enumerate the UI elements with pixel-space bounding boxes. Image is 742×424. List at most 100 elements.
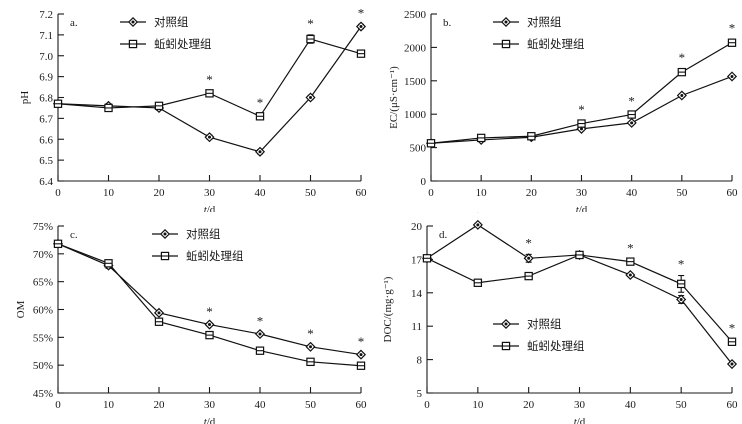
series-treatment — [53, 239, 366, 370]
x-tick-label: 30 — [576, 187, 588, 199]
chart-panel-d: 5 8 11 14 17 20 0 10 20 30 40 50 60 t/d DOC/(mg·g⁻¹) d.… — [371, 212, 742, 424]
x-axis-title: t/d — [576, 204, 588, 212]
y-tick-label: 2000 — [404, 42, 427, 54]
x-tick-label: 50 — [305, 187, 317, 199]
y-axis-title: DOC/(mg·g⁻¹) — [382, 276, 394, 342]
series-polyline — [426, 254, 733, 343]
legend-label: 蚯蚓处理组 — [527, 37, 585, 51]
data-point-marker-core — [527, 256, 531, 260]
y-tick-label: 500 — [410, 143, 427, 155]
legend-marker-core — [163, 232, 167, 236]
y-tick-label: 60% — [33, 305, 53, 317]
x-tick-label: 40 — [255, 187, 267, 199]
significance-asterisk: * — [358, 334, 365, 349]
data-point-marker-core — [580, 127, 583, 131]
data-point-marker-core — [476, 223, 480, 227]
data-point-marker-core — [730, 74, 734, 78]
y-tick-label: 65% — [33, 277, 53, 289]
legend-label: 蚯蚓处理组 — [154, 37, 212, 51]
y-tick-label: 5 — [417, 388, 423, 400]
y-tick-label: 2500 — [404, 9, 427, 21]
x-tick-label: 40 — [255, 399, 267, 411]
x-tick-label: 10 — [472, 399, 484, 411]
data-point-marker-core — [258, 332, 262, 336]
y-tick-label: 6.4 — [39, 176, 53, 188]
legend-label: 对照组 — [527, 15, 562, 29]
x-tick-label: 0 — [428, 187, 434, 199]
x-tick-label: 10 — [103, 187, 115, 199]
x-axis-title: t/d — [204, 204, 216, 212]
y-tick-label: 14 — [411, 288, 423, 300]
chart-panel-a: 6.4 6.5 6.6 6.7 6.8 6.9 7.0 7.1 7.2 0 10 20 30 40 50 60… — [0, 0, 371, 212]
y-tick-label: 8 — [417, 355, 423, 367]
legend-entry-control: 对照组 — [493, 15, 562, 29]
panel-label: b. — [443, 17, 452, 29]
x-tick-label: 20 — [154, 187, 166, 199]
y-tick-label: 6.7 — [39, 113, 53, 125]
y-tick-label: 1500 — [404, 76, 427, 88]
significance-asterisk: * — [628, 94, 635, 109]
chart-svg-c: 45% 50% 55% 60% 65% 70% 75% 0 10 20 30 40 50 60 t/d OM c… — [15, 221, 367, 424]
chart-svg-a: 6.4 6.5 6.6 6.7 6.8 6.9 7.0 7.1 7.2 0 10 20 30 40 50 60… — [19, 5, 367, 212]
x-axis-title: t/d — [574, 416, 586, 424]
x-tick-label: 60 — [727, 399, 739, 411]
x-tick-label: 50 — [305, 399, 317, 411]
x-tick-label: 30 — [574, 399, 586, 411]
y-tick-label: 6.9 — [39, 72, 53, 84]
significance-asterisk: * — [627, 240, 634, 255]
y-tick-label: 11 — [411, 321, 422, 333]
x-tick-label: 60 — [727, 187, 739, 199]
y-tick-label: 75% — [33, 221, 53, 233]
legend-entry-control: 对照组 — [120, 15, 189, 29]
data-point-marker-core — [258, 150, 262, 154]
legend-marker-core — [504, 322, 508, 326]
significance-asterisk: * — [358, 5, 365, 20]
y-axis-title: OM — [15, 300, 27, 318]
data-point-marker-core — [679, 297, 683, 301]
x-tick-label: 20 — [154, 399, 166, 411]
series-treatment — [422, 250, 737, 346]
significance-asterisk: * — [678, 257, 685, 272]
x-tick-label: 0 — [55, 399, 61, 411]
x-axis-title: t/d — [204, 416, 216, 424]
data-point-marker-core — [628, 273, 632, 277]
data-point-marker-core — [680, 93, 684, 97]
legend-label: 蚯蚓处理组 — [186, 249, 244, 263]
x-tick-label: 10 — [476, 187, 488, 199]
y-tick-label: 7.0 — [39, 51, 53, 63]
x-tick-label: 20 — [523, 399, 535, 411]
y-tick-label: 17 — [411, 254, 423, 266]
panel-label: d. — [439, 229, 448, 241]
data-point-marker-core — [730, 362, 734, 366]
y-tick-label: 7.1 — [39, 30, 53, 42]
x-tick-label: 10 — [103, 399, 115, 411]
data-point-marker-core — [309, 345, 312, 349]
chart-panel-c: 45% 50% 55% 60% 65% 70% 75% 0 10 20 30 40 50 60 t/d OM c… — [0, 212, 371, 424]
x-tick-label: 50 — [676, 187, 688, 199]
data-point-marker-core — [208, 135, 211, 139]
data-point-marker-core — [630, 121, 634, 125]
y-axis-title: pH — [19, 91, 31, 105]
x-tick-label: 0 — [55, 187, 61, 199]
legend-marker-core — [131, 20, 135, 24]
legend-entry-treatment: 蚯蚓处理组 — [493, 37, 585, 51]
legend-entry-treatment: 蚯蚓处理组 — [120, 37, 212, 51]
legend-entry-control: 对照组 — [152, 227, 221, 241]
x-tick-label: 40 — [625, 399, 637, 411]
x-tick-label: 50 — [676, 399, 688, 411]
legend-label: 蚯蚓处理组 — [527, 339, 585, 353]
significance-asterisk: * — [307, 16, 314, 31]
data-point-marker-core — [309, 96, 312, 99]
x-tick-label: 0 — [424, 399, 430, 411]
chart-svg-b: 0 500 1000 1500 2000 2500 0 10 20 30 40 50 60 t/d EC/(… — [388, 9, 739, 212]
chart-panel-b: 0 500 1000 1500 2000 2500 0 10 20 30 40 50 60 t/d EC/(… — [371, 0, 742, 212]
legend-entry-treatment: 蚯蚓处理组 — [493, 339, 585, 353]
significance-asterisk: * — [475, 212, 482, 219]
significance-asterisk: * — [729, 20, 736, 35]
legend-marker-core — [504, 20, 508, 24]
legend-label: 对照组 — [186, 227, 221, 241]
y-tick-label: 6.6 — [39, 134, 53, 146]
y-tick-label: 6.8 — [39, 93, 53, 105]
significance-asterisk: * — [257, 95, 264, 110]
